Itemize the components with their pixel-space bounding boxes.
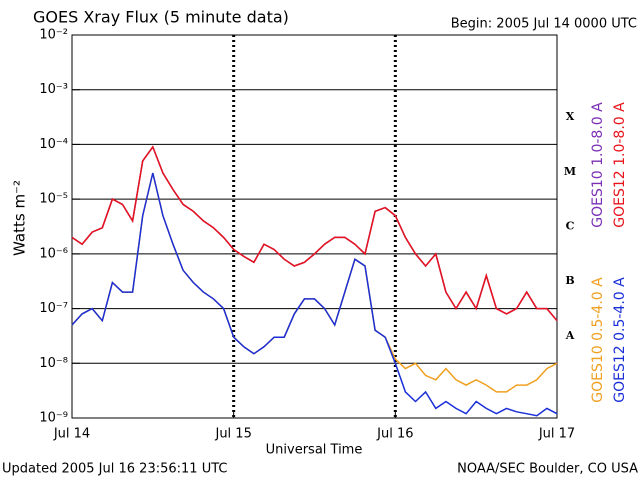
legend-entry: GOES10 1.0-8.0 A xyxy=(590,102,606,228)
y-tick-label: 10⁻⁴ xyxy=(39,137,68,152)
legend-entry: GOES12 1.0-8.0 A xyxy=(612,102,628,228)
plot-frame xyxy=(71,34,558,419)
footer-right: NOAA/SEC Boulder, CO USA xyxy=(457,462,638,477)
x-tick-label: Jul 15 xyxy=(214,427,251,442)
y-tick-label: 10⁻⁵ xyxy=(39,192,68,207)
flare-class-label: A xyxy=(565,329,575,342)
y-tick-label: 10⁻⁸ xyxy=(39,356,68,371)
footer-left: Updated 2005 Jul 16 23:56:11 UTC xyxy=(2,462,227,477)
flare-class-label: C xyxy=(566,220,575,233)
x-tick-label: Jul 14 xyxy=(53,427,90,442)
flare-class-label: M xyxy=(564,165,576,178)
series-line xyxy=(71,172,558,417)
legend-entry: GOES10 0.5-4.0 A xyxy=(590,277,606,403)
chart-title: GOES Xray Flux (5 minute data) xyxy=(33,8,289,27)
flare-class-label: B xyxy=(565,274,574,287)
series-line xyxy=(71,145,558,322)
x-tick-label: Jul 17 xyxy=(538,427,575,442)
y-tick-label: 10⁻⁶ xyxy=(39,246,68,261)
y-tick-label: 10⁻³ xyxy=(39,82,68,97)
y-axis-label: Watts m⁻² xyxy=(11,180,29,256)
y-tick-label: 10⁻² xyxy=(39,28,68,43)
y-tick-label: 10⁻⁷ xyxy=(39,301,68,316)
legend-entry: GOES12 0.5-4.0 A xyxy=(612,277,628,403)
chart-subtitle: Begin: 2005 Jul 14 0000 UTC xyxy=(451,17,637,32)
y-tick-label: 10⁻⁹ xyxy=(39,411,68,426)
flare-class-label: X xyxy=(566,110,575,123)
x-tick-label: Jul 16 xyxy=(376,427,413,442)
x-axis-label: Universal Time xyxy=(266,443,363,458)
